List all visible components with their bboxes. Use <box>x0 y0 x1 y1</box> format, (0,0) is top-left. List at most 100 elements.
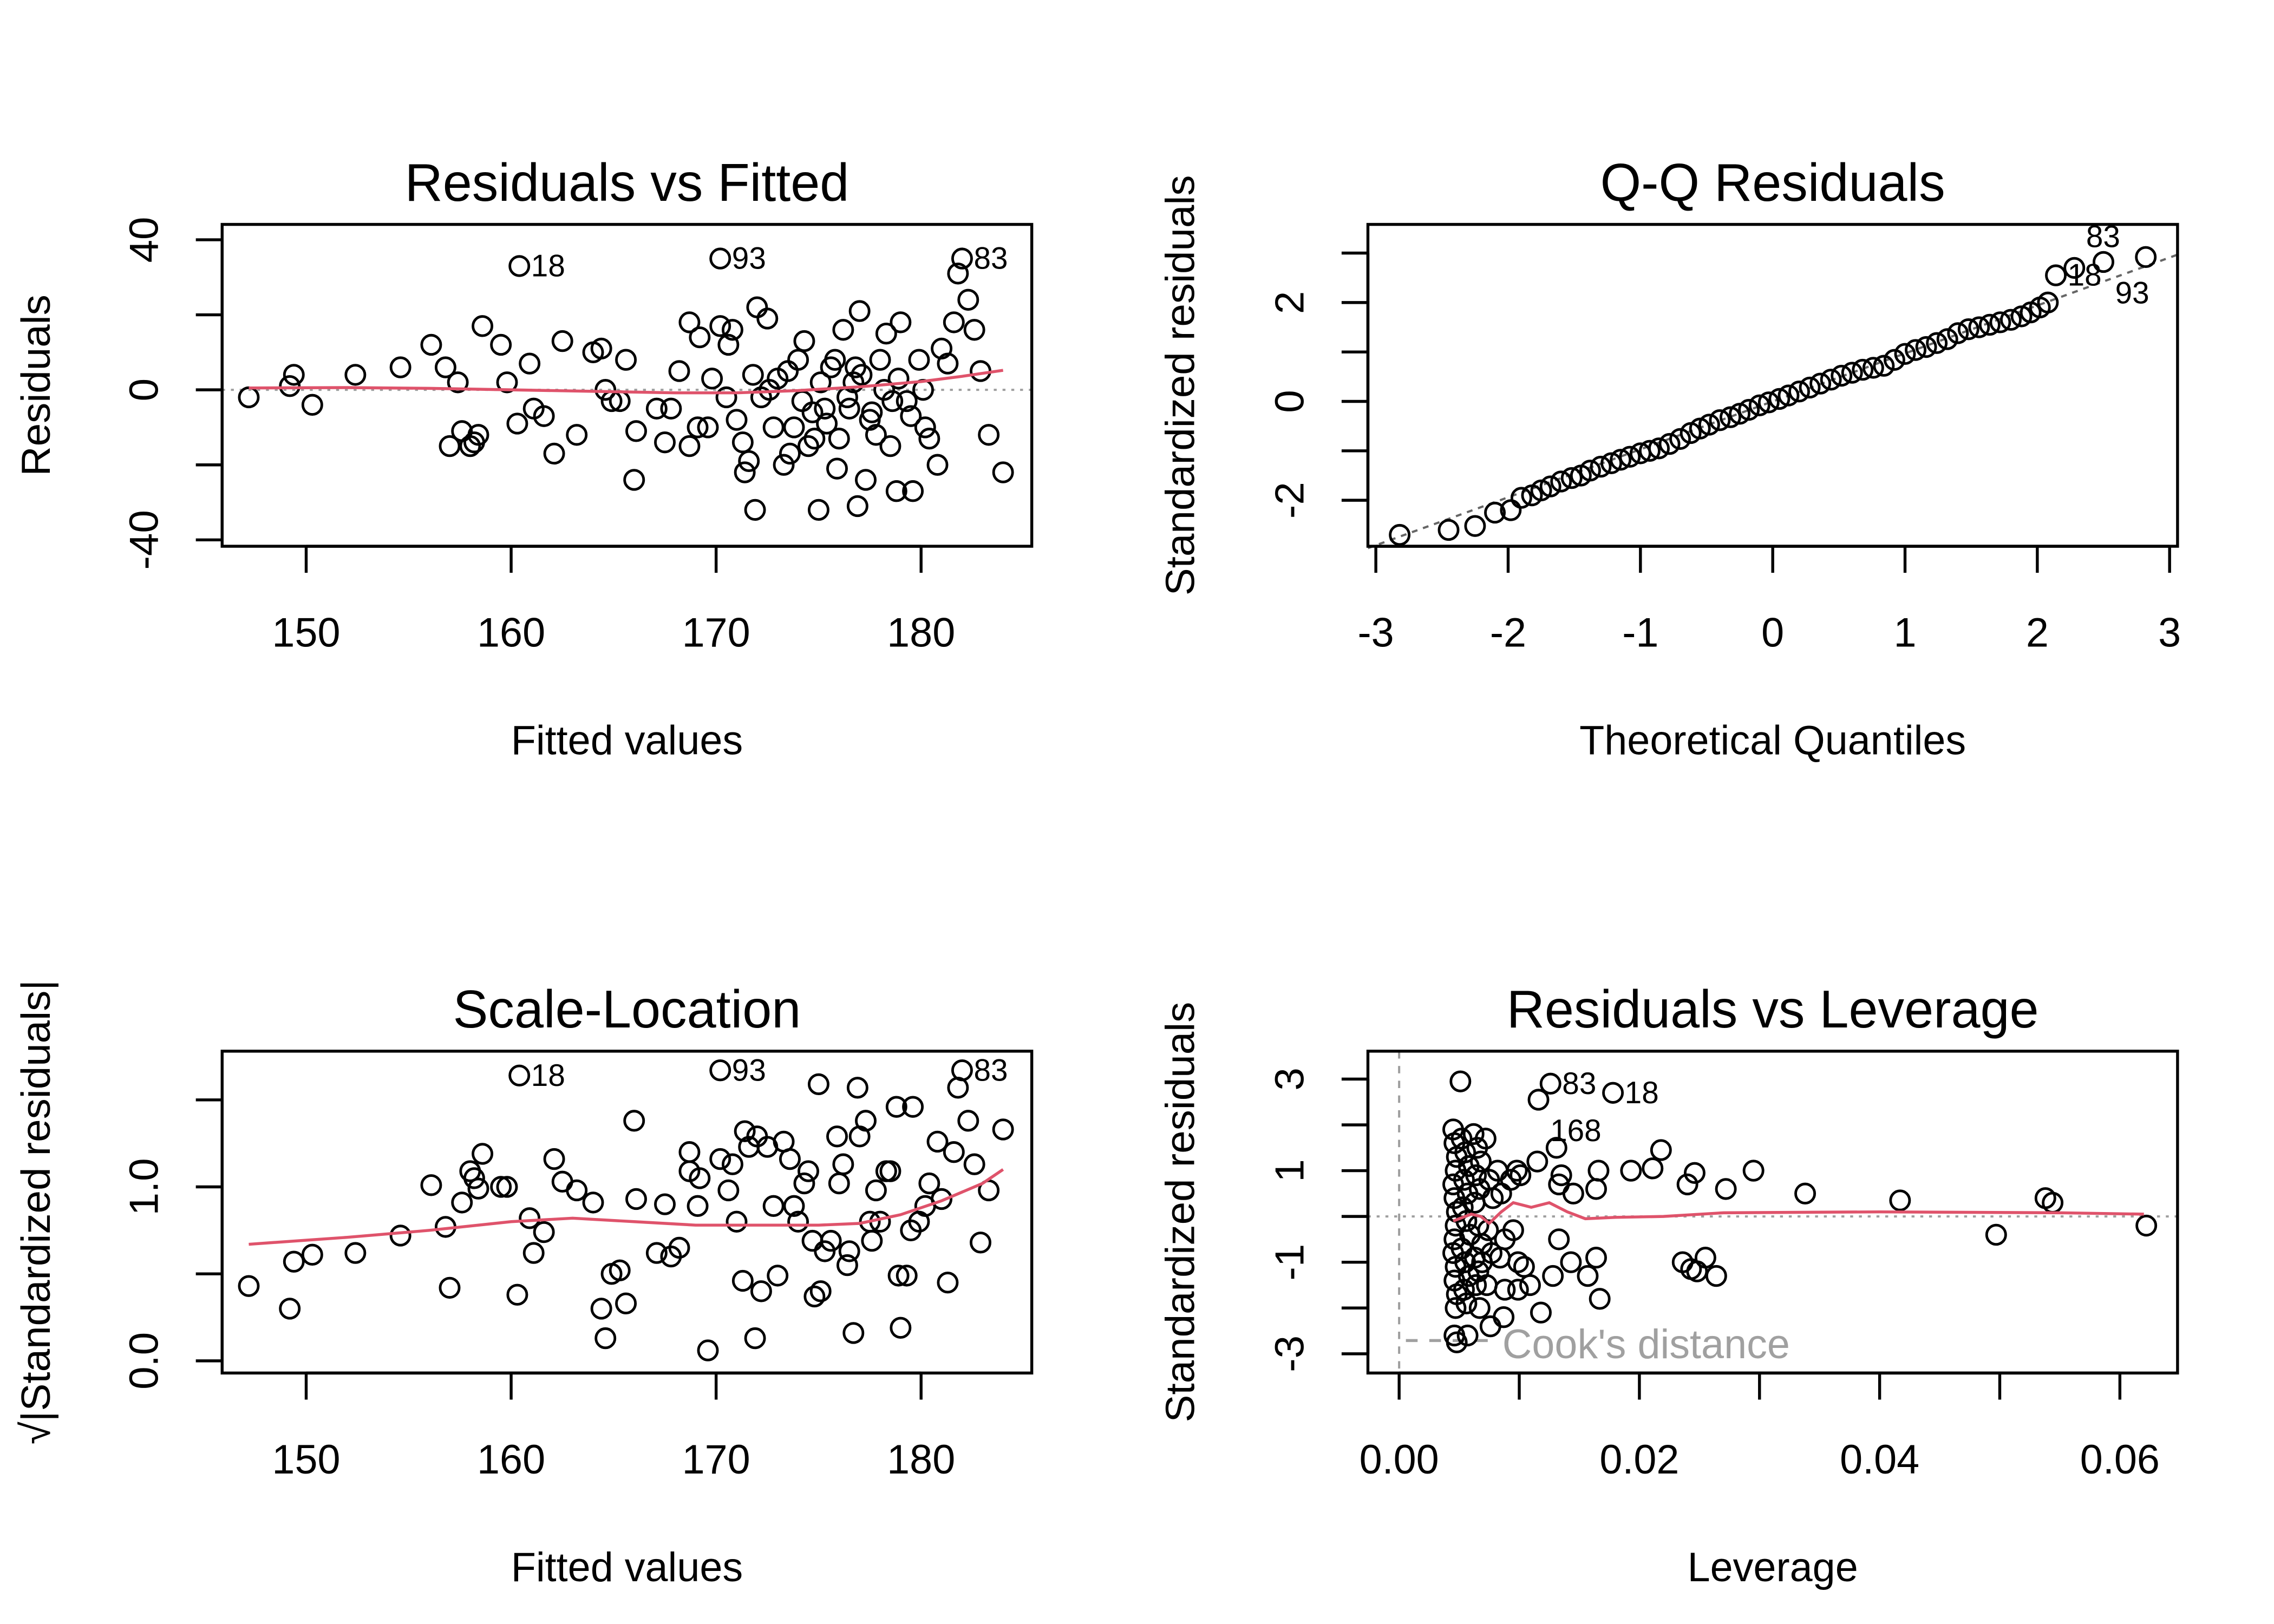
data-point <box>887 368 910 390</box>
data-point <box>791 390 813 412</box>
data-point <box>533 1221 555 1243</box>
data-point <box>447 371 469 394</box>
data-point <box>279 375 301 397</box>
data-point <box>543 1148 565 1170</box>
data-point <box>1841 362 1863 384</box>
data-point <box>687 1195 709 1217</box>
data-point <box>590 337 612 360</box>
data-point <box>623 469 645 491</box>
data-point <box>645 397 668 420</box>
data-point <box>594 1327 617 1350</box>
data-point <box>762 416 785 438</box>
data-point <box>744 499 766 521</box>
data-point <box>717 333 740 356</box>
y-axis-label: √|Standardized residuals| <box>13 980 59 1444</box>
data-point <box>566 1179 588 1202</box>
data-point <box>533 405 555 427</box>
data-point <box>721 319 743 341</box>
data-point <box>937 1272 959 1294</box>
data-point <box>451 1191 473 1214</box>
data-point <box>1889 1189 1911 1212</box>
data-point <box>890 311 912 333</box>
x-axis-label: Fitted values <box>511 717 743 763</box>
y-tick-label: -3 <box>1267 1335 1313 1372</box>
data-point <box>750 1280 772 1302</box>
data-point <box>832 1153 854 1175</box>
data-point <box>1642 1157 1664 1180</box>
point-label: 93 <box>2115 276 2149 310</box>
point-label: 83 <box>974 241 1008 276</box>
data-point <box>434 356 456 378</box>
data-point <box>1738 398 1760 421</box>
data-point <box>824 349 846 371</box>
x-tick-label: 0.06 <box>2080 1436 2160 1482</box>
data-point <box>687 416 709 438</box>
data-point <box>807 499 829 521</box>
data-point <box>826 1125 848 1148</box>
data-point <box>798 1160 819 1182</box>
y-tick-label: -1 <box>1267 1244 1313 1281</box>
data-point <box>2037 291 2059 314</box>
data-point <box>654 1193 676 1215</box>
data-point <box>1527 1089 1550 1111</box>
data-point <box>1709 409 1731 431</box>
data-point <box>1978 313 2001 336</box>
data-point <box>908 349 930 371</box>
data-point <box>508 255 531 277</box>
y-tick-label: -40 <box>121 510 167 569</box>
data-point <box>1464 515 1486 537</box>
data-point <box>1694 1247 1716 1269</box>
data-point <box>420 333 442 356</box>
data-point <box>1915 336 1937 358</box>
data-point <box>900 1219 922 1242</box>
data-point <box>1474 1128 1497 1150</box>
data-point <box>1648 437 1670 460</box>
data-point <box>1548 1228 1570 1250</box>
data-point <box>678 311 701 333</box>
data-point <box>623 1110 645 1132</box>
data-point <box>1550 1164 1572 1187</box>
data-point <box>1389 523 1411 546</box>
data-point <box>490 1176 512 1198</box>
data-point <box>1985 1223 2007 1246</box>
y-tick-label: 0 <box>1267 390 1313 412</box>
x-axis-label: Fitted values <box>511 1544 743 1590</box>
data-point <box>744 1327 766 1350</box>
data-point <box>1602 1082 1624 1104</box>
data-point <box>845 356 867 378</box>
data-point <box>1936 328 1958 350</box>
point-label: 93 <box>732 1053 766 1088</box>
data-point <box>301 1243 323 1266</box>
data-point <box>717 1179 740 1202</box>
data-point <box>472 315 494 337</box>
data-point <box>1510 1164 1532 1187</box>
data-point <box>543 442 565 465</box>
x-tick-label: 150 <box>272 610 340 656</box>
data-point <box>742 364 764 386</box>
data-point <box>978 424 1000 446</box>
y-tick-label: 40 <box>121 217 167 263</box>
x-tick-label: -1 <box>1622 610 1658 656</box>
data-point <box>1742 1160 1765 1182</box>
data-point <box>301 394 323 416</box>
data-point <box>902 480 924 502</box>
data-point <box>566 424 588 446</box>
point-label: 83 <box>1562 1066 1596 1101</box>
data-point <box>1562 1182 1584 1205</box>
data-point <box>1446 1331 1468 1353</box>
panel-title: Q-Q Residuals <box>1600 153 1945 212</box>
y-axis-label: Standardized residuals <box>1158 1002 1204 1423</box>
data-point <box>777 360 799 382</box>
data-point <box>582 1191 604 1214</box>
data-point <box>926 1130 949 1153</box>
data-point <box>463 1167 485 1189</box>
data-point <box>848 300 871 322</box>
data-point <box>1683 1162 1706 1184</box>
data-point <box>1526 1150 1548 1173</box>
data-point <box>793 330 815 352</box>
data-point <box>519 352 541 375</box>
x-tick-label: 3 <box>2158 610 2181 656</box>
data-point <box>1705 1265 1727 1287</box>
data-point <box>762 1195 785 1217</box>
data-point <box>832 319 854 341</box>
